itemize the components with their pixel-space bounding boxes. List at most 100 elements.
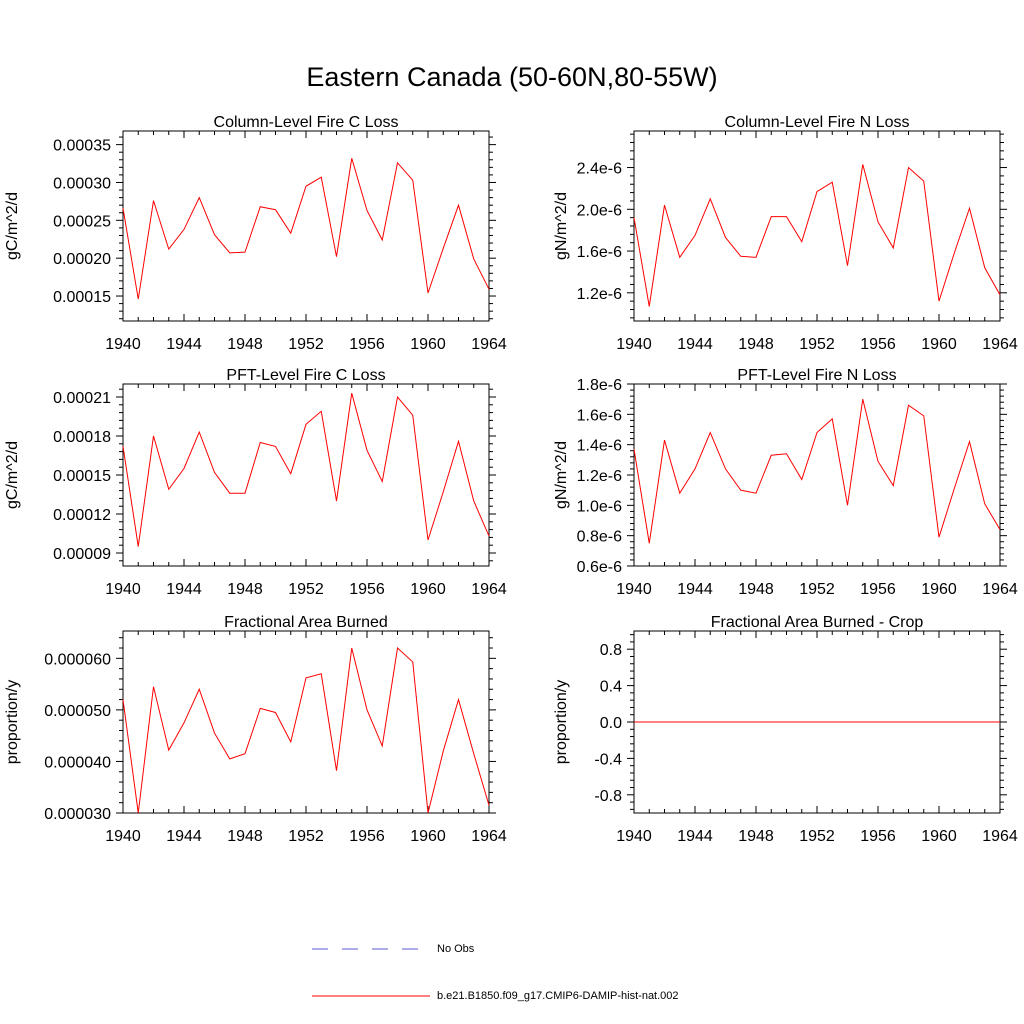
y-tick-label: 1.2e-6	[577, 468, 622, 485]
y-tick-label: 0.4	[600, 679, 622, 696]
plot-frame	[633, 383, 1001, 567]
x-tick-label: 1952	[799, 336, 835, 353]
x-tick-label: 1952	[288, 336, 324, 353]
plot-frame	[633, 130, 1001, 322]
x-tick-label: 1948	[227, 336, 263, 353]
x-tick-label: 1964	[982, 336, 1018, 353]
y-axis-label: proportion/y	[4, 680, 21, 765]
y-tick-label: -0.4	[594, 751, 622, 768]
x-tick-label: 1940	[105, 581, 141, 598]
series-line	[122, 392, 490, 547]
x-tick-label: 1952	[799, 828, 835, 845]
x-tick-label: 1960	[921, 828, 957, 845]
y-tick-label: 0.000050	[44, 703, 111, 720]
chart-panel-1: 1940 1944 1948 1952 1956 1960 1964 0.00015 0.000…	[4, 114, 507, 353]
x-tick-label: 1964	[471, 336, 507, 353]
y-tick-label: 0.00020	[53, 251, 111, 268]
x-tick-label: 1948	[738, 828, 774, 845]
x-tick-label: 1964	[471, 828, 507, 845]
y-axis-label: proportion/y	[553, 680, 570, 765]
y-tick-label: 0.000060	[44, 651, 111, 668]
y-axis-label: gN/m^2/d	[553, 192, 570, 260]
y-tick-label: 1.4e-6	[577, 438, 622, 455]
x-tick-label: 1944	[677, 828, 713, 845]
y-tick-label: 1.6e-6	[577, 407, 622, 424]
x-tick-label: 1952	[288, 828, 324, 845]
y-tick-label: 1.6e-6	[577, 244, 622, 261]
x-tick-label: 1956	[860, 828, 896, 845]
x-tick-label: 1956	[349, 581, 385, 598]
x-tick-label: 1940	[616, 336, 652, 353]
y-tick-label: 0.00035	[53, 138, 111, 155]
y-axis-label: gC/m^2/d	[4, 441, 21, 509]
series-line	[122, 158, 490, 300]
y-tick-label: -0.8	[594, 788, 622, 805]
series-line	[633, 164, 1001, 307]
y-axis-label: gC/m^2/d	[4, 192, 21, 260]
x-tick-label: 1944	[677, 336, 713, 353]
chart-panel-6: 1940 1944 1948 1952 1956 1960 1964 -0.8 -0.4 0.0 0…	[553, 614, 1018, 845]
y-tick-label: 2.0e-6	[577, 202, 622, 219]
x-tick-label: 1952	[799, 581, 835, 598]
y-tick-label: 0.00015	[53, 289, 111, 306]
y-tick-label: 0.00012	[53, 507, 111, 524]
series-line	[122, 647, 490, 814]
chart-panel-3: 1940 1944 1948 1952 1956 1960 1964 0.00009 0.000…	[4, 367, 507, 598]
x-tick-label: 1940	[616, 581, 652, 598]
x-tick-label: 1944	[677, 581, 713, 598]
x-tick-label: 1956	[860, 336, 896, 353]
x-tick-label: 1944	[166, 581, 202, 598]
x-tick-label: 1960	[921, 581, 957, 598]
y-tick-label: 0.0	[600, 715, 622, 732]
x-tick-label: 1956	[349, 828, 385, 845]
y-tick-label: 1.0e-6	[577, 498, 622, 515]
y-axis-label: gN/m^2/d	[553, 441, 570, 509]
plot-frame	[122, 130, 490, 322]
y-tick-label: 0.6e-6	[577, 559, 622, 576]
y-tick-label: 2.4e-6	[577, 161, 622, 178]
x-tick-label: 1960	[410, 581, 446, 598]
legend-label-model-run: b.e21.B1850.f09_g17.CMIP6-DAMIP-hist-nat…	[437, 990, 679, 1002]
x-tick-label: 1940	[105, 336, 141, 353]
y-tick-label: 0.8	[600, 642, 622, 659]
x-tick-label: 1944	[166, 336, 202, 353]
x-tick-label: 1948	[227, 581, 263, 598]
legend-label-no-obs: No Obs	[437, 943, 475, 955]
y-tick-label: 1.2e-6	[577, 286, 622, 303]
chart-panel-5: 1940 1944 1948 1952 1956 1960 1964 0.000030 0.00…	[4, 614, 507, 845]
x-tick-label: 1948	[738, 581, 774, 598]
x-tick-label: 1960	[410, 336, 446, 353]
chart-panel-2: 1940 1944 1948 1952 1956 1960 1964 1.2e-6 1.6e-6…	[553, 114, 1018, 353]
x-tick-label: 1952	[288, 581, 324, 598]
y-tick-label: 0.00030	[53, 175, 111, 192]
panel-title: Column-Level Fire C Loss	[214, 114, 399, 131]
x-tick-label: 1948	[227, 828, 263, 845]
y-tick-label: 0.8e-6	[577, 529, 622, 546]
x-tick-label: 1940	[616, 828, 652, 845]
x-tick-label: 1964	[471, 581, 507, 598]
x-tick-label: 1964	[982, 581, 1018, 598]
x-tick-label: 1956	[349, 336, 385, 353]
legend	[312, 948, 430, 997]
x-tick-label: 1940	[105, 828, 141, 845]
plot-frame	[122, 630, 490, 814]
x-tick-label: 1960	[921, 336, 957, 353]
y-tick-label: 0.00015	[53, 468, 111, 485]
series-line	[633, 399, 1001, 544]
plot-frame	[122, 383, 490, 567]
y-tick-label: 0.00018	[53, 429, 111, 446]
y-tick-label: 0.000030	[44, 806, 111, 823]
y-tick-label: 0.000040	[44, 754, 111, 771]
figure-title: Eastern Canada (50-60N,80-55W)	[306, 62, 718, 92]
x-tick-label: 1964	[982, 828, 1018, 845]
x-tick-label: 1948	[738, 336, 774, 353]
x-tick-label: 1960	[410, 828, 446, 845]
x-tick-label: 1956	[860, 581, 896, 598]
y-tick-label: 0.00009	[53, 546, 111, 563]
y-tick-label: 0.00021	[53, 390, 111, 407]
panel-title: Fractional Area Burned - Crop	[711, 614, 924, 631]
panel-title: Column-Level Fire N Loss	[725, 114, 910, 131]
chart-panel-4: 1940 1944 1948 1952 1956 1960 1964 0.6e-6 0.8e-6…	[553, 367, 1018, 598]
y-tick-label: 1.8e-6	[577, 377, 622, 394]
